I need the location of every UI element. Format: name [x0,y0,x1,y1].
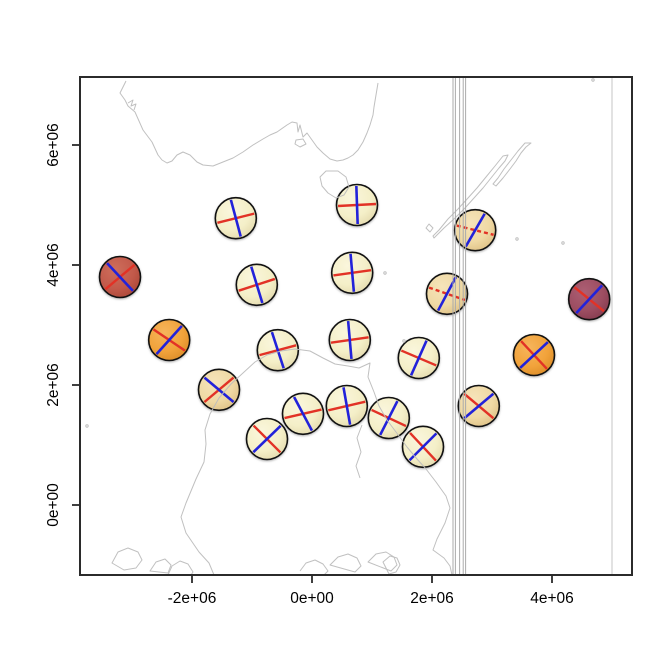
coastline-path-1 [119,80,379,167]
x-tick-label: 4e+06 [530,590,574,607]
coastline-path-12 [167,560,194,575]
glyph-blue-axis [519,341,549,369]
axes-layer: -2e+06 0e+00 2e+06 4e+06 0e+00 2e+06 4e+06 6e+0… [45,123,574,607]
station-glyph-4 [235,263,279,307]
island-speck [383,271,387,275]
station-glyph-3 [214,196,258,240]
glyph-blue-axis [409,340,428,376]
glyph-blue-axis [379,400,399,436]
station-glyph-2 [147,318,191,362]
glyph-blue-axis [463,392,495,420]
map-layer [85,77,613,575]
glyph-blue-axis [349,253,356,292]
y-tick-label: 6e+06 [45,123,62,167]
x-tick-label: 0e+00 [290,590,334,607]
station-glyph-9 [328,318,372,362]
x-tick-label: 2e+06 [410,590,454,607]
station-glyph-14 [397,336,441,380]
coastline-path-2 [127,99,137,111]
coastline-path-10 [111,547,143,571]
station-glyph-5 [197,368,241,412]
y-tick-label: 2e+06 [45,363,62,407]
station-glyph-16 [425,272,469,316]
glyph-layer [98,183,611,469]
coastline-path-8 [180,348,453,575]
plot-border [79,76,633,576]
x-tick-label: -2e+06 [168,590,217,607]
y-tick-label: 0e+00 [45,483,62,527]
station-glyph-12 [325,384,369,428]
glyph-blue-axis [355,185,359,225]
coastline-path-14 [329,553,362,573]
glyph-blue-axis [270,331,285,369]
coastline-path-11 [149,558,172,574]
island-speck [561,241,565,245]
glyph-blue-axis [342,387,352,425]
station-glyph-18 [457,384,501,428]
station-glyph-17 [453,208,497,252]
station-glyph-20 [567,277,611,321]
island-speck [591,78,595,82]
glyph-blue-axis [292,396,314,432]
glyph-blue-axis [575,284,604,314]
glyph-blue-axis [203,376,235,404]
glyph-blue-axis [106,262,134,292]
station-glyph-19 [512,333,556,377]
island-speck [85,424,89,428]
coastline-path-3 [294,138,307,148]
glyph-blue-axis [229,199,242,237]
coastline-path-5 [432,154,509,239]
station-glyph-1 [98,255,142,299]
coastline-path-9 [355,424,363,479]
glyph-red-axis [428,286,466,302]
station-glyph-7 [256,328,300,372]
island-speck [402,339,406,343]
station-glyph-6 [245,417,289,461]
station-glyph-10 [330,251,374,295]
glyph-blue-axis [155,325,183,355]
island-speck [515,237,519,241]
station-glyph-15 [401,425,445,469]
glyph-blue-axis [250,266,264,304]
station-glyph-13 [367,396,411,440]
station-glyph-8 [281,392,325,436]
glyph-blue-axis [464,213,486,248]
coastline-path-13 [299,559,329,575]
station-glyph-11 [335,183,379,227]
coastline-path-7 [425,223,434,233]
glyph-red-axis [456,224,494,236]
glyph-blue-axis [252,424,282,454]
coastline-path-4 [319,170,350,199]
y-tick-label: 4e+06 [45,243,62,287]
glyph-blue-axis [346,320,353,360]
coastline-path-6 [492,142,532,187]
